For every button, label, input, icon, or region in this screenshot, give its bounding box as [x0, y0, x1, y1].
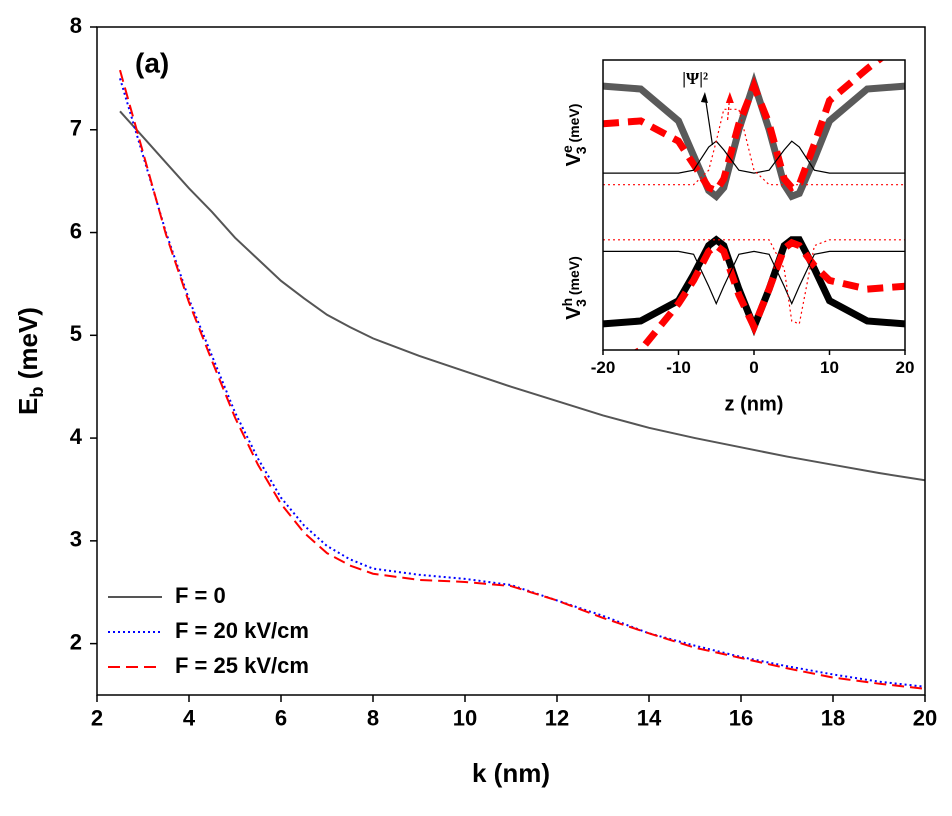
series-line — [603, 60, 885, 195]
annotation: |Ψ|² — [682, 69, 708, 88]
x-tick-label: 18 — [821, 705, 845, 730]
x-tick-label: -10 — [666, 358, 691, 377]
y-tick-label: 2 — [70, 629, 82, 654]
plot-area — [119, 69, 925, 690]
x-tick-label: 20 — [913, 705, 937, 730]
annotation-arrowhead — [725, 92, 734, 103]
annotation-arrowhead — [700, 92, 708, 103]
inset-y-axis-label: Vh3 (meV) — [559, 256, 589, 320]
series-line — [603, 239, 905, 325]
inset-y-axis-label-part: (meV) — [566, 104, 582, 147]
series-line — [633, 238, 905, 350]
x-tick-label: 0 — [749, 358, 758, 377]
legend-label: F = 0 — [175, 583, 226, 608]
y-tick-label: 8 — [70, 13, 82, 38]
plot-area — [603, 60, 905, 350]
x-tick-label: 6 — [275, 705, 287, 730]
series-line — [603, 250, 905, 306]
x-tick-label: 8 — [367, 705, 379, 730]
inset-y-axis-label-part: 3 — [573, 299, 589, 307]
y-tick-label: 4 — [70, 424, 83, 449]
y-tick-label: 6 — [70, 218, 82, 243]
y-axis-label-part: (meV) — [13, 307, 43, 386]
inset-y-axis-label-part: (meV) — [566, 256, 582, 299]
inset-y-axis-label: Ve3 (meV) — [559, 104, 589, 167]
y-tick-label: 7 — [70, 116, 82, 141]
inset-y-axis-label-part: h — [559, 298, 575, 307]
x-tick-label: 2 — [91, 705, 103, 730]
series-line — [603, 140, 905, 174]
y-axis-label-part: b — [27, 387, 47, 398]
x-tick-label: 10 — [453, 705, 477, 730]
plot-frame — [96, 26, 926, 696]
legend-label: F = 25 kV/cm — [175, 653, 309, 678]
annotation-arrow — [704, 94, 714, 146]
x-tick-label: -20 — [591, 358, 616, 377]
panel-label: (a) — [135, 47, 169, 78]
inset-x-axis-label: z (nm) — [725, 393, 784, 415]
series-line — [119, 78, 925, 688]
x-tick-label: 12 — [545, 705, 569, 730]
x-tick-label: 14 — [637, 705, 662, 730]
x-tick-label: 16 — [729, 705, 753, 730]
inset-y-axis-label-part: 3 — [573, 146, 589, 154]
y-axis-label: Eb (meV) — [13, 307, 47, 415]
y-tick-label: 3 — [70, 527, 82, 552]
series-line — [119, 69, 925, 690]
inset-y-axis-label-part: e — [559, 145, 575, 153]
series-line — [603, 108, 905, 186]
x-tick-label: 10 — [820, 358, 839, 377]
x-tick-label: 4 — [183, 705, 196, 730]
inset-y-axis-label-part: V — [563, 306, 585, 320]
inset-y-axis-label-part: V — [563, 152, 585, 166]
y-axis-label-part: E — [13, 398, 43, 415]
y-tick-label: 5 — [70, 321, 82, 346]
legend-label: F = 20 kV/cm — [175, 618, 309, 643]
x-tick-label: 20 — [896, 358, 915, 377]
series-line — [119, 110, 925, 482]
inset-background — [603, 60, 905, 350]
x-axis-label: k (nm) — [472, 758, 550, 788]
